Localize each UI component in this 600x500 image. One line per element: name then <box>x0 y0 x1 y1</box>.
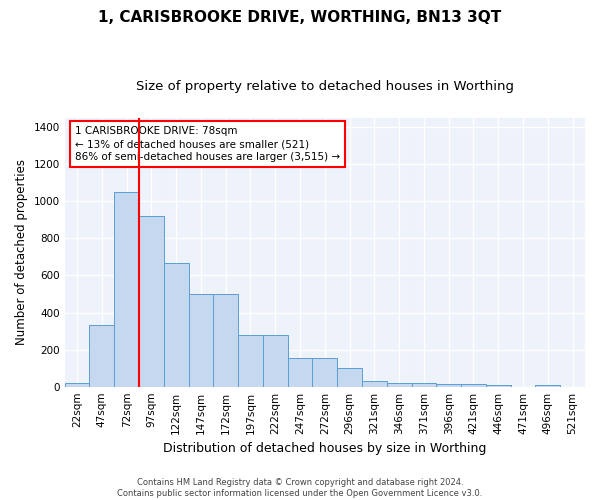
Bar <box>387 383 412 386</box>
Bar <box>188 294 214 386</box>
Bar <box>65 383 89 386</box>
Y-axis label: Number of detached properties: Number of detached properties <box>15 159 28 345</box>
X-axis label: Distribution of detached houses by size in Worthing: Distribution of detached houses by size … <box>163 442 487 455</box>
Bar <box>461 384 486 386</box>
Bar <box>287 358 313 386</box>
Bar <box>412 383 436 386</box>
Bar <box>263 335 287 386</box>
Bar <box>436 384 461 386</box>
Bar <box>486 385 511 386</box>
Bar <box>362 380 387 386</box>
Bar <box>214 294 238 386</box>
Bar <box>535 385 560 386</box>
Bar <box>238 335 263 386</box>
Bar <box>164 264 188 386</box>
Text: 1, CARISBROOKE DRIVE, WORTHING, BN13 3QT: 1, CARISBROOKE DRIVE, WORTHING, BN13 3QT <box>98 10 502 25</box>
Bar <box>139 216 164 386</box>
Text: 1 CARISBROOKE DRIVE: 78sqm
← 13% of detached houses are smaller (521)
86% of sem: 1 CARISBROOKE DRIVE: 78sqm ← 13% of deta… <box>75 126 340 162</box>
Title: Size of property relative to detached houses in Worthing: Size of property relative to detached ho… <box>136 80 514 93</box>
Text: Contains HM Land Registry data © Crown copyright and database right 2024.
Contai: Contains HM Land Registry data © Crown c… <box>118 478 482 498</box>
Bar <box>114 192 139 386</box>
Bar <box>337 368 362 386</box>
Bar <box>313 358 337 386</box>
Bar <box>89 326 114 386</box>
